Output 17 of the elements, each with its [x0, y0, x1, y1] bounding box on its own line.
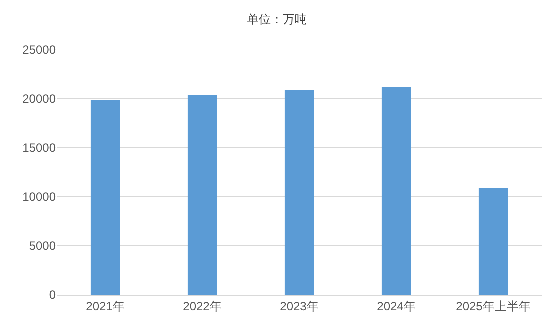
y-tick-label: 0 [49, 288, 56, 302]
bar [382, 87, 412, 295]
bar [90, 100, 120, 295]
y-tick-label: 20000 [22, 92, 56, 106]
bar [188, 95, 218, 295]
x-tick-label: 2021年 [86, 299, 125, 314]
bar [284, 90, 314, 295]
y-tick-label: 25000 [22, 43, 56, 58]
x-tick-label: 2024年 [377, 299, 416, 314]
x-tick-label: 2022年 [183, 299, 222, 314]
chart-title: 单位：万吨 [247, 12, 307, 26]
bar [478, 188, 508, 295]
y-tick-label: 5000 [29, 239, 56, 254]
y-tick-label: 10000 [22, 190, 56, 204]
x-tick-label: 2023年 [280, 299, 319, 314]
y-tick-label: 15000 [22, 141, 56, 156]
x-tick-label: 2025年上半年 [456, 299, 531, 314]
